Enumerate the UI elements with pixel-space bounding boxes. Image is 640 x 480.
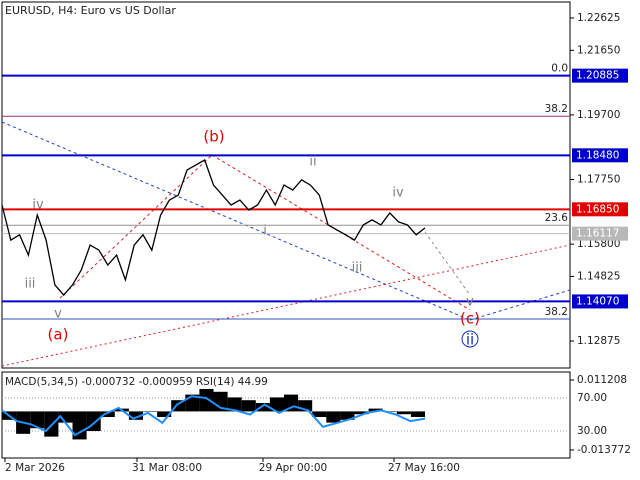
rsi-line <box>1 395 426 437</box>
y-tick-label: 1.12875 <box>577 335 620 347</box>
y-tick-label: 30.00 <box>577 425 607 437</box>
macd-bar <box>368 408 383 412</box>
macd-bar <box>227 397 242 412</box>
macd-bar <box>382 411 397 412</box>
level-label: 1.18480 <box>576 149 619 161</box>
wave-label: ii <box>309 155 316 170</box>
macd-bar <box>72 411 87 440</box>
y-tick-label: 70.00 <box>577 392 607 404</box>
level-tag <box>572 148 628 163</box>
macd-bar <box>199 388 214 412</box>
price-line <box>1 159 426 297</box>
level-label: 1.16117 <box>576 228 619 240</box>
x-tick-label: 27 May 16:00 <box>388 462 460 474</box>
level-tag <box>572 226 628 241</box>
trend-line <box>424 231 471 296</box>
macd-bar <box>396 411 411 415</box>
wave-label: i <box>263 224 267 239</box>
y-tick-label: 1.19700 <box>577 109 620 121</box>
macd-bar <box>298 400 313 412</box>
fib-label: 0.0 <box>551 63 568 75</box>
y-tick-label: 0.011208 <box>577 374 627 386</box>
macd-bar <box>340 411 355 420</box>
wave-label: iv <box>32 198 44 213</box>
level-label: 1.20885 <box>576 70 619 82</box>
wave-label: (b) <box>203 128 224 146</box>
wave-label: iv <box>392 186 404 201</box>
wave-label: v <box>466 295 474 310</box>
indicator-title: MACD(5,34,5) -0.000732 -0.000959 RSI(14)… <box>5 376 268 388</box>
fib-label: 38.2 <box>545 306 568 318</box>
wave-label: (c) <box>460 310 480 328</box>
fib-label: 23.6 <box>545 212 569 224</box>
main-frame <box>1 1 571 369</box>
x-tick-label: 2 Mar 2026 <box>5 462 65 474</box>
macd-bar <box>410 411 425 418</box>
wave-label: ii <box>466 331 474 349</box>
macd-bar <box>128 411 143 420</box>
level-label: 1.16850 <box>576 203 619 215</box>
level-tag <box>572 202 628 217</box>
wave-label: (a) <box>48 326 69 344</box>
y-tick-label: -0.013772 <box>577 444 631 456</box>
level-tag <box>572 68 628 83</box>
macd-bar <box>312 411 327 418</box>
y-tick-label: 1.17750 <box>577 174 620 186</box>
macd-bar <box>354 411 369 415</box>
wave-circle <box>461 330 479 348</box>
y-tick-label: 1.21650 <box>577 44 620 56</box>
x-tick-label: 29 Apr 00:00 <box>259 462 327 474</box>
macd-bar <box>269 397 284 412</box>
wave-label: iii <box>352 261 363 276</box>
chart-title: EURUSD, H4: Euro vs US Dollar <box>5 4 176 17</box>
macd-bar <box>100 411 115 418</box>
level-tag <box>572 294 628 309</box>
trend-line <box>59 154 213 299</box>
macd-bar <box>255 403 270 412</box>
macd-bar <box>30 411 45 429</box>
macd-bar <box>58 411 73 423</box>
wave-label: iii <box>25 277 36 292</box>
y-tick-label: 1.22625 <box>577 12 620 24</box>
wave-label: v <box>54 307 62 322</box>
macd-bar <box>326 411 341 423</box>
macd-bar <box>241 400 256 412</box>
macd-bar <box>143 411 158 412</box>
y-tick-label: 1.15800 <box>577 238 620 250</box>
x-tick-label: 31 Mar 08:00 <box>132 462 202 474</box>
level-label: 1.14070 <box>576 295 619 307</box>
macd-bar <box>171 400 186 412</box>
fib-label: 38.2 <box>545 103 568 115</box>
trend-line <box>1 244 571 367</box>
macd-bar <box>157 411 172 418</box>
y-tick-label: 1.14825 <box>577 270 620 282</box>
